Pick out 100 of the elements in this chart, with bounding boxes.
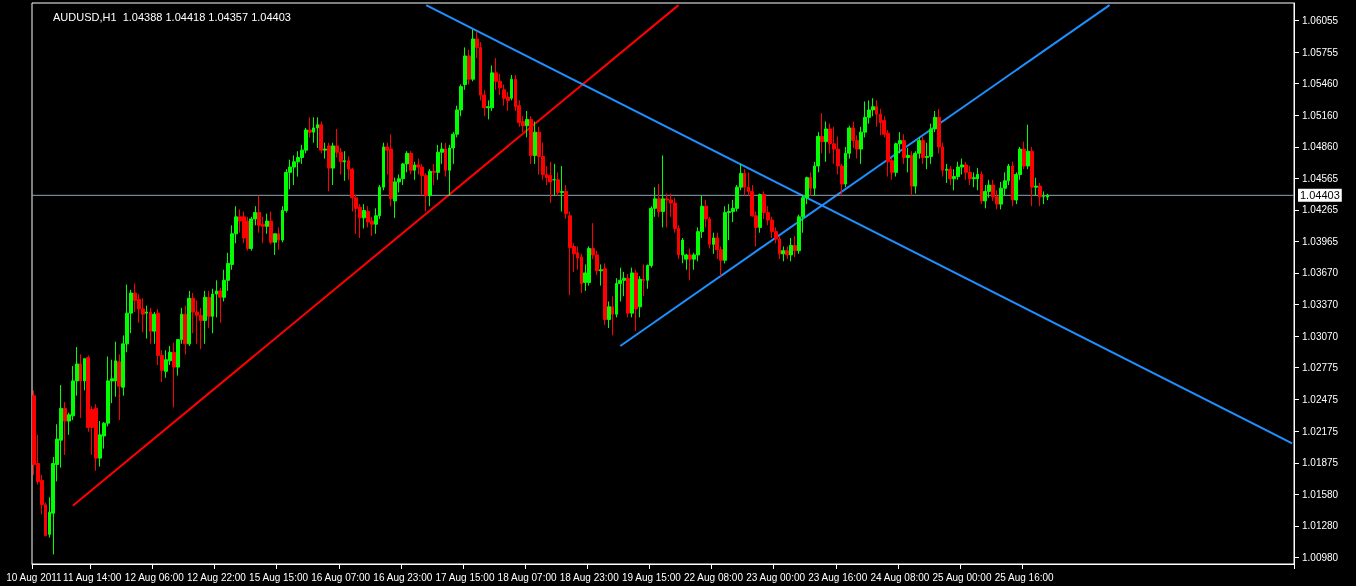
candlestick [292, 154, 296, 186]
x-tick-label: 11 Aug 14:00 [63, 571, 122, 583]
candlestick [626, 273, 630, 318]
y-tick-label: 1.05460 [1302, 77, 1339, 89]
candlestick [743, 168, 746, 197]
candlestick [785, 245, 789, 260]
candlestick [117, 353, 121, 421]
candlestick [207, 290, 211, 329]
candlestick [980, 170, 983, 205]
x-tick-label: 17 Aug 15:00 [435, 571, 495, 583]
x-tick-label: 24 Aug 08:00 [870, 571, 930, 583]
candlestick [789, 237, 793, 262]
candlestick [603, 262, 607, 326]
candlestick [362, 203, 366, 229]
y-tick-label: 1.02475 [1302, 393, 1339, 405]
candlestick [79, 353, 82, 419]
candlestick [661, 154, 665, 228]
candlestick [556, 171, 560, 197]
candlestick [622, 271, 626, 297]
candlestick [510, 74, 513, 101]
candlestick [265, 213, 269, 235]
candlestick [529, 115, 533, 165]
candlestick [277, 226, 280, 251]
candlestick [976, 167, 979, 191]
text: AUDUSD,H1 1.04388 1.04418 1.04357 1.04403 [53, 10, 291, 23]
candlestick [634, 269, 638, 332]
candlestick [316, 116, 319, 149]
candlestick [327, 142, 331, 192]
candlestick [972, 171, 976, 188]
x-tick-label: 25 Aug 00:00 [932, 571, 992, 583]
candlestick [824, 121, 828, 163]
candlestick [183, 305, 187, 355]
candlestick [793, 235, 797, 258]
candlestick [1046, 193, 1049, 201]
candlestick [983, 184, 987, 209]
candlestick [948, 165, 952, 186]
y-tick-label: 1.04565 [1302, 172, 1339, 184]
candlestick [145, 305, 148, 340]
y-tick-label: 1.03670 [1302, 267, 1339, 279]
candlestick [809, 171, 812, 197]
x-tick-label: 15 Aug 15:00 [249, 571, 309, 583]
y-tick-label: 1.04860 [1302, 141, 1339, 153]
candlestick [432, 163, 436, 186]
candlestick [494, 57, 498, 91]
candlestick [548, 161, 552, 204]
ref-line-label: 1.04403 [1300, 189, 1340, 202]
candlestick [269, 211, 273, 245]
x-tick-label: 12 Aug 06:00 [124, 571, 185, 583]
y-tick-label: 1.01280 [1302, 520, 1339, 532]
candlestick [642, 263, 645, 297]
x-tick-label: 16 Aug 23:00 [373, 571, 433, 583]
candlestick [312, 116, 315, 144]
x-tick-label: 16 Aug 07:00 [311, 571, 371, 583]
candlestick [323, 142, 327, 160]
candlestick [820, 112, 824, 154]
x-tick-label: 23 Aug 16:00 [808, 571, 868, 583]
x-tick-label: 18 Aug 07:00 [497, 571, 557, 583]
candlestick [467, 49, 471, 85]
candlestick [94, 403, 98, 472]
candlestick [149, 307, 152, 345]
y-tick-label: 1.05755 [1302, 46, 1339, 58]
y-tick-label: 1.01580 [1302, 488, 1339, 500]
y-tick-label: 1.03070 [1302, 330, 1339, 342]
y-tick-label: 1.03370 [1302, 299, 1339, 311]
candlestick [141, 297, 145, 333]
candlestick [611, 295, 614, 336]
candlestick [1034, 177, 1038, 197]
candlestick [1026, 124, 1030, 170]
y-tick-label: 1.05160 [1302, 109, 1339, 121]
x-tick-label: 12 Aug 22:00 [186, 571, 247, 583]
candlestick [560, 165, 564, 213]
candlestick [968, 165, 972, 186]
candlestick [910, 150, 913, 197]
candlestick [187, 290, 191, 347]
candlestick [63, 401, 67, 456]
x-tick-label: 18 Aug 23:00 [559, 571, 620, 583]
candlestick [331, 142, 335, 186]
candlestick [630, 267, 634, 318]
candlestick [1011, 161, 1014, 207]
candlestick [444, 142, 447, 178]
y-tick-label: 1.02775 [1302, 362, 1339, 374]
y-tick-label: 1.03965 [1302, 236, 1339, 248]
candlestick [152, 311, 156, 345]
candlestick [1030, 146, 1034, 207]
candlestick [712, 232, 715, 255]
candlestick [964, 161, 968, 181]
candlestick [921, 135, 925, 165]
y-tick-label: 1.04265 [1302, 204, 1339, 216]
candlestick [945, 163, 948, 184]
candlestick [607, 300, 611, 329]
candlestick [902, 133, 906, 165]
candlestick [308, 116, 312, 138]
candlestick [688, 248, 692, 281]
candlestick [436, 144, 440, 181]
candlestick [246, 216, 249, 252]
candlestick [525, 110, 529, 138]
candlestick [1038, 182, 1042, 207]
candlestick [533, 121, 537, 165]
candlestick [723, 205, 727, 264]
candlestick [172, 342, 176, 408]
